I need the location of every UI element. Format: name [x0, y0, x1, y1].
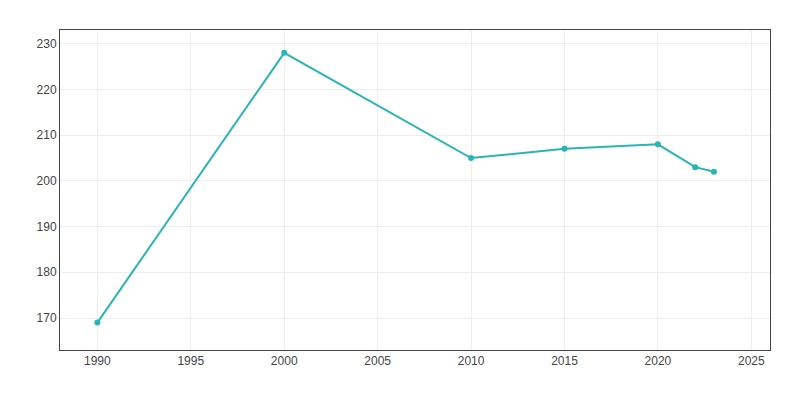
svg-text:170: 170 [37, 311, 57, 325]
svg-text:2020: 2020 [645, 354, 672, 368]
svg-text:2000: 2000 [271, 354, 298, 368]
svg-text:220: 220 [37, 83, 57, 97]
svg-text:210: 210 [37, 128, 57, 142]
svg-text:180: 180 [37, 265, 57, 279]
svg-text:1990: 1990 [84, 354, 111, 368]
svg-text:2025: 2025 [738, 354, 765, 368]
svg-text:200: 200 [37, 174, 57, 188]
svg-text:2015: 2015 [551, 354, 578, 368]
svg-text:1995: 1995 [177, 354, 204, 368]
svg-text:190: 190 [37, 220, 57, 234]
svg-text:230: 230 [37, 37, 57, 51]
svg-text:2010: 2010 [458, 354, 485, 368]
svg-text:2005: 2005 [364, 354, 391, 368]
